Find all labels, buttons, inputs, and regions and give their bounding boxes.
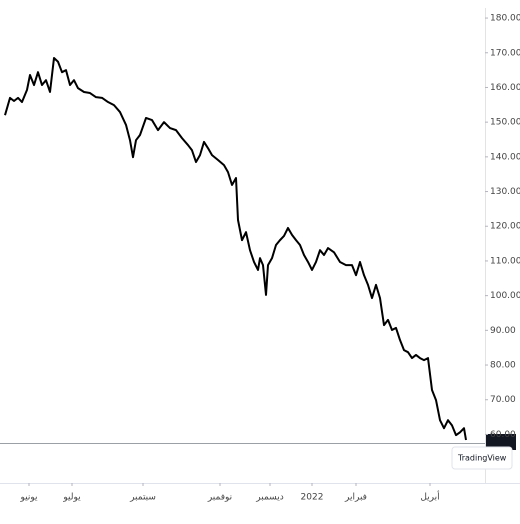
y-tick-label: 180.00: [490, 14, 520, 24]
y-tick-label: 100.00: [490, 291, 520, 301]
y-tick-label: 70.00: [490, 395, 516, 405]
x-tick-label: فبراير: [344, 493, 367, 503]
x-tick-label: 2022: [301, 493, 324, 503]
y-tick-label: 120.00: [490, 222, 520, 232]
x-tick-label: سبتمبر: [129, 493, 156, 503]
y-tick-label: 150.00: [490, 118, 520, 128]
branding: TradingView: [457, 454, 507, 463]
x-tick-label: يونيو: [19, 493, 38, 503]
y-tick-label: 60.00: [490, 430, 516, 440]
x-tick-label: أبريل: [420, 491, 439, 503]
y-tick-label: 90.00: [490, 326, 516, 336]
y-tick-label: 80.00: [490, 361, 516, 371]
y-tick-label: 130.00: [490, 187, 520, 197]
y-tick-label: 160.00: [490, 83, 520, 93]
price-tag: [486, 434, 516, 450]
y-tick-label: 110.00: [490, 256, 520, 266]
logo-box: [451, 446, 513, 470]
x-tick-label: ديسمبر: [255, 493, 283, 503]
y-tick-label: 140.00: [490, 152, 520, 162]
x-tick-label: يوليو: [62, 493, 81, 503]
price-line-series: [4, 56, 467, 441]
y-tick-label: 170.00: [490, 48, 520, 58]
x-tick-label: نوفمبر: [207, 493, 232, 503]
